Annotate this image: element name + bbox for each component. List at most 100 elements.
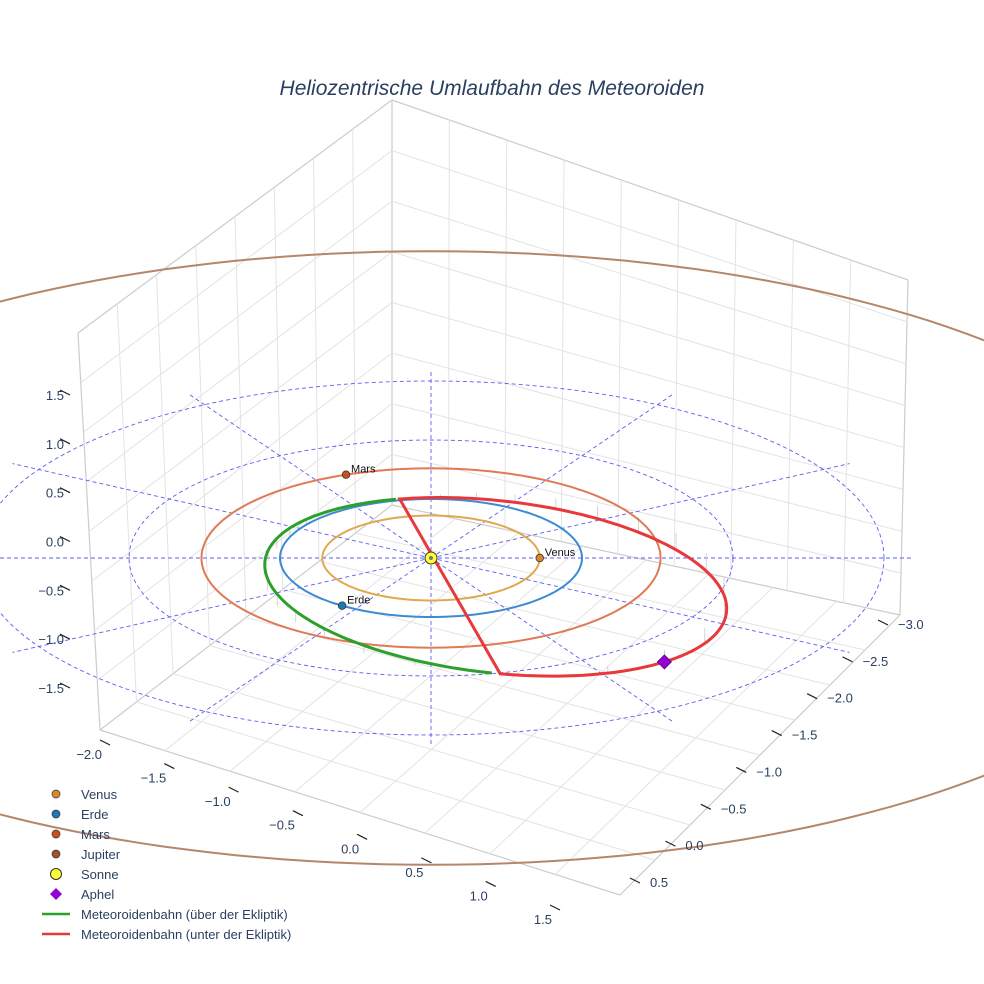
- box-edge: [391, 99, 909, 281]
- legend-label: Meteoroidenbahn (über der Ekliptik): [81, 907, 288, 922]
- planet-label: Venus: [545, 547, 576, 559]
- wall-gridline: [391, 453, 902, 574]
- tick-mark: [59, 487, 71, 494]
- tick-label: −0.5: [38, 583, 64, 598]
- axis-ticks: −3.0 −2.5 −2.0 −1.5 −1.0 −0.5 0.0 0.5 −2.0 −1.5 −1…: [38, 388, 923, 927]
- sun-core: [429, 556, 433, 560]
- legend-marker: [50, 868, 62, 880]
- planet-point-venus: [535, 553, 544, 563]
- tick-label: −2.0: [76, 747, 102, 762]
- reference-ray: [430, 463, 850, 559]
- wall-gridline: [391, 150, 908, 323]
- aphel-marker: [656, 654, 672, 670]
- legend-label: Sonne: [81, 867, 119, 882]
- tick-mark: [421, 857, 432, 864]
- tick-label: 0.0: [46, 535, 64, 550]
- meteoroid-orbit-above: [263, 497, 493, 675]
- meteoroid-orbit-below: [397, 496, 729, 678]
- tick-mark: [700, 803, 712, 810]
- tick-mark: [736, 766, 747, 773]
- planet-orbits: [0, 250, 984, 866]
- chart-title: Heliozentrische Umlaufbahn des Meteoroid…: [280, 77, 705, 100]
- orbit-erde: [278, 498, 583, 618]
- tick-mark: [59, 584, 71, 591]
- floor-gridline: [318, 560, 831, 686]
- tick-label: −1.0: [205, 794, 231, 809]
- tick-mark: [877, 619, 889, 626]
- tick-label: 0.0: [685, 838, 703, 853]
- legend-marker: [51, 789, 61, 799]
- wall-gridline: [391, 352, 904, 490]
- tick-label: 1.0: [470, 888, 488, 903]
- legend-label: Venus: [81, 787, 118, 802]
- legend-marker: [51, 829, 61, 839]
- tick-label: 1.5: [46, 388, 64, 403]
- planet-markers: Venus Erde Mars: [337, 464, 672, 670]
- tick-mark: [549, 904, 561, 911]
- tick-label: −1.0: [38, 632, 64, 647]
- floor-gridline: [172, 673, 691, 826]
- tick-label: −2.5: [863, 654, 889, 669]
- wall-gridline: [80, 150, 393, 384]
- floor-gridline: [136, 701, 656, 861]
- tick-mark: [771, 730, 782, 737]
- reference-ray: [12, 557, 432, 653]
- orbit-jupiter: [0, 250, 984, 866]
- legend-label: Meteoroidenbahn (unter der Ekliptik): [81, 927, 291, 942]
- tick-label: −3.0: [898, 617, 924, 632]
- tick-label: −0.5: [721, 801, 747, 816]
- tick-mark: [59, 389, 71, 396]
- legend-marker: [50, 888, 62, 900]
- floor-gridline: [355, 532, 866, 651]
- wall-gridline: [85, 251, 393, 483]
- tick-label: −0.5: [269, 818, 295, 833]
- tick-mark: [59, 682, 71, 689]
- legend-marker: [51, 809, 61, 819]
- wall-gridline: [94, 403, 393, 632]
- tick-mark: [806, 693, 818, 700]
- tick-label: 0.5: [46, 486, 64, 501]
- tick-label: 0.0: [341, 841, 359, 856]
- reference-ray: [430, 557, 850, 653]
- planet-label: Mars: [351, 464, 376, 476]
- tick-mark: [485, 880, 496, 887]
- planet-point-erde: [337, 601, 347, 610]
- tick-mark: [665, 840, 676, 847]
- tick-label: −1.5: [141, 771, 167, 786]
- meteoroid-orbit: [263, 496, 729, 678]
- tick-label: 1.5: [534, 912, 552, 927]
- tick-mark: [99, 739, 111, 746]
- legend[interactable]: Venus Erde Mars Jupiter Sonne Aphel Meteoroide…: [42, 787, 291, 942]
- reference-ray: [12, 463, 432, 559]
- planet-point-mars: [341, 470, 351, 479]
- floor-gridline: [209, 645, 726, 791]
- legend-label: Erde: [81, 807, 108, 822]
- tick-label: 0.5: [405, 865, 423, 880]
- legend-label: Aphel: [81, 887, 114, 902]
- legend-label: Jupiter: [81, 847, 121, 862]
- tick-label: 1.0: [46, 437, 64, 452]
- wall-gridline: [96, 453, 393, 681]
- wall-gridline: [91, 352, 393, 582]
- legend-label: Mars: [81, 827, 110, 842]
- tick-label: −2.0: [827, 691, 853, 706]
- planet-label: Erde: [347, 595, 370, 607]
- wall-gridline: [391, 200, 907, 365]
- tick-label: 0.5: [650, 875, 668, 890]
- tick-label: −1.0: [756, 764, 782, 779]
- wall-gridline: [391, 403, 903, 532]
- orbit-mars: [200, 467, 662, 649]
- wall-gridline: [391, 302, 905, 448]
- tick-mark: [292, 810, 304, 817]
- tick-label: −1.5: [38, 681, 64, 696]
- tick-mark: [59, 438, 71, 445]
- tick-mark: [228, 786, 239, 793]
- orbit-venus: [321, 514, 541, 602]
- tick-mark: [842, 656, 853, 663]
- tick-mark: [629, 877, 641, 884]
- tick-mark: [164, 763, 175, 770]
- legend-marker: [51, 849, 61, 859]
- tick-mark: [59, 633, 71, 640]
- floor-gridline: [245, 617, 761, 756]
